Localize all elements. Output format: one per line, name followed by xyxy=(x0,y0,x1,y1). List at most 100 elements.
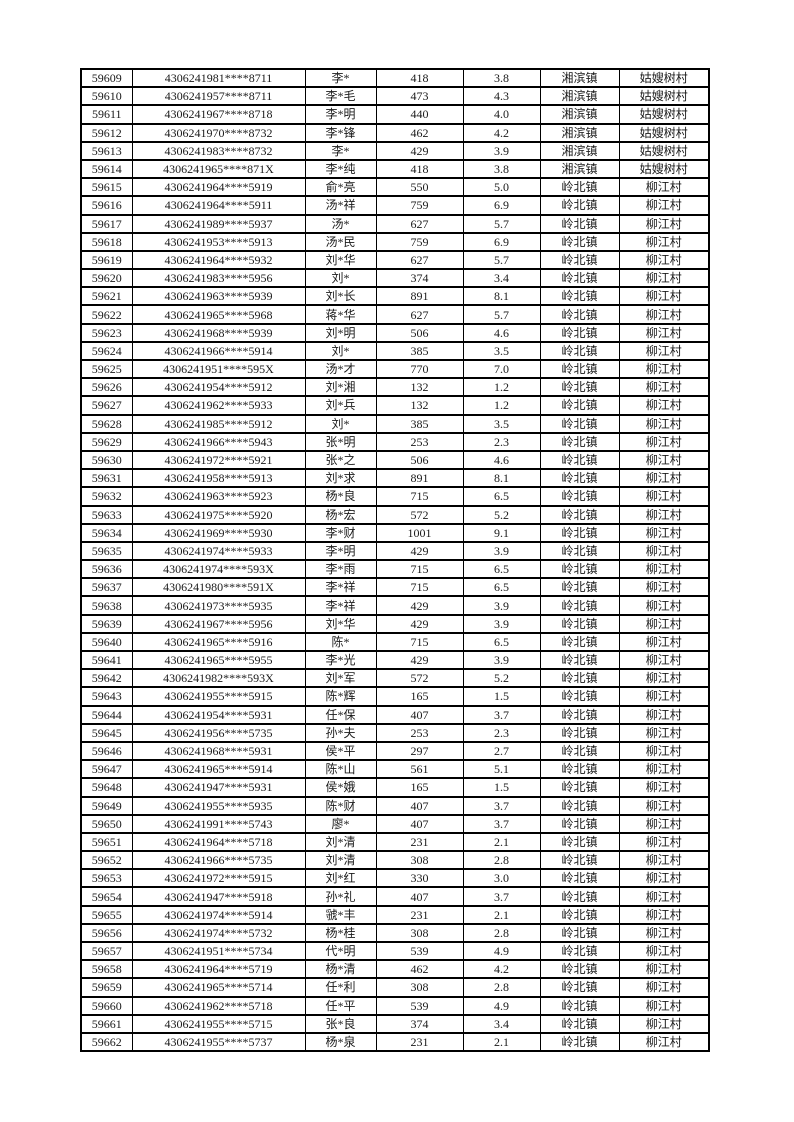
cell-rate: 3.0 xyxy=(462,868,541,889)
cell-village: 柳江村 xyxy=(618,795,710,816)
cell-masked-name: 刘*华 xyxy=(304,613,377,634)
cell-rate: 3.4 xyxy=(462,268,541,289)
cell-rate: 5.2 xyxy=(462,504,541,525)
cell-town: 岭北镇 xyxy=(539,268,620,289)
cell-village: 柳江村 xyxy=(618,686,710,707)
cell-village: 柳江村 xyxy=(618,486,710,507)
cell-rate: 3.5 xyxy=(462,340,541,362)
cell-village: 柳江村 xyxy=(618,777,710,798)
cell-masked-id-number: 4306241985****5912 xyxy=(131,413,306,434)
cell-town: 岭北镇 xyxy=(539,468,620,489)
cell-village: 柳江村 xyxy=(618,395,710,416)
cell-rate: 2.3 xyxy=(462,431,541,452)
table-row: 59626 4306241954****5912 刘*湘 132 1.2 岭北镇… xyxy=(80,377,710,398)
cell-masked-name: 刘*兵 xyxy=(304,395,377,416)
cell-serial-number: 59654 xyxy=(80,886,133,907)
cell-amount: 506 xyxy=(375,449,464,471)
cell-town: 岭北镇 xyxy=(539,686,620,707)
cell-amount: 308 xyxy=(375,850,464,871)
table-row: 59644 4306241954****5931 任*保 407 3.7 岭北镇… xyxy=(80,704,710,725)
cell-serial-number: 59645 xyxy=(80,722,133,743)
cell-serial-number: 59612 xyxy=(80,122,133,143)
cell-amount: 429 xyxy=(375,613,464,634)
cell-town: 岭北镇 xyxy=(539,1013,620,1034)
table-row: 59624 4306241966****5914 刘* 385 3.5 岭北镇 … xyxy=(80,340,710,362)
cell-town: 岭北镇 xyxy=(539,886,620,907)
cell-masked-name: 任*利 xyxy=(304,977,377,998)
cell-amount: 539 xyxy=(375,940,464,962)
cell-masked-id-number: 4306241963****5939 xyxy=(131,286,306,307)
cell-amount: 627 xyxy=(375,249,464,271)
table-row: 59641 4306241965****5955 李*光 429 3.9 岭北镇… xyxy=(80,649,710,671)
cell-masked-id-number: 4306241965****5955 xyxy=(131,649,306,671)
cell-village: 柳江村 xyxy=(618,850,710,871)
cell-village: 柳江村 xyxy=(618,668,710,689)
cell-rate: 6.5 xyxy=(462,486,541,507)
cell-masked-name: 汤*祥 xyxy=(304,195,377,216)
cell-rate: 1.2 xyxy=(462,377,541,398)
cell-masked-id-number: 4306241965****871X xyxy=(131,158,306,180)
cell-masked-name: 虢*丰 xyxy=(304,904,377,925)
table-row: 59636 4306241974****593X 李*雨 715 6.5 岭北镇… xyxy=(80,559,710,580)
cell-amount: 627 xyxy=(375,213,464,234)
cell-serial-number: 59638 xyxy=(80,595,133,616)
cell-town: 岭北镇 xyxy=(539,795,620,816)
cell-rate: 4.6 xyxy=(462,449,541,471)
table-row: 59637 4306241980****591X 李*祥 715 6.5 岭北镇… xyxy=(80,577,710,598)
cell-amount: 440 xyxy=(375,104,464,125)
cell-rate: 3.9 xyxy=(462,540,541,562)
cell-rate: 6.5 xyxy=(462,577,541,598)
table-row: 59634 4306241969****5930 李*财 1001 9.1 岭北… xyxy=(80,522,710,543)
cell-masked-id-number: 4306241974****593X xyxy=(131,559,306,580)
table-row: 59630 4306241972****5921 张*之 506 4.6 岭北镇… xyxy=(80,449,710,471)
cell-masked-name: 刘*长 xyxy=(304,286,377,307)
cell-town: 岭北镇 xyxy=(539,959,620,980)
cell-village: 柳江村 xyxy=(618,1013,710,1034)
cell-village: 柳江村 xyxy=(618,649,710,671)
cell-amount: 1001 xyxy=(375,522,464,543)
cell-village: 柳江村 xyxy=(618,431,710,452)
cell-serial-number: 59628 xyxy=(80,413,133,434)
cell-masked-name: 孙*夫 xyxy=(304,722,377,743)
cell-masked-name: 张*之 xyxy=(304,449,377,471)
cell-masked-name: 刘*清 xyxy=(304,831,377,853)
cell-village: 柳江村 xyxy=(618,358,710,380)
cell-masked-name: 陈*辉 xyxy=(304,686,377,707)
cell-village: 姑嫂树村 xyxy=(618,104,710,125)
cell-masked-id-number: 4306241962****5933 xyxy=(131,395,306,416)
cell-rate: 8.1 xyxy=(462,468,541,489)
table-row: 59616 4306241964****5911 汤*祥 759 6.9 岭北镇… xyxy=(80,195,710,216)
cell-masked-id-number: 4306241967****5956 xyxy=(131,613,306,634)
table-row: 59619 4306241964****5932 刘*华 627 5.7 岭北镇… xyxy=(80,249,710,271)
cell-rate: 3.7 xyxy=(462,813,541,834)
cell-amount: 297 xyxy=(375,740,464,762)
cell-rate: 4.0 xyxy=(462,104,541,125)
cell-masked-name: 孙*礼 xyxy=(304,886,377,907)
cell-rate: 1.5 xyxy=(462,686,541,707)
table-row: 59628 4306241985****5912 刘* 385 3.5 岭北镇 … xyxy=(80,413,710,434)
cell-masked-id-number: 4306241964****5911 xyxy=(131,195,306,216)
cell-masked-name: 刘*明 xyxy=(304,322,377,343)
cell-masked-name: 侯*平 xyxy=(304,740,377,762)
cell-masked-name: 廖* xyxy=(304,813,377,834)
cell-town: 岭北镇 xyxy=(539,504,620,525)
cell-serial-number: 59623 xyxy=(80,322,133,343)
cell-village: 姑嫂树村 xyxy=(618,158,710,180)
cell-village: 柳江村 xyxy=(618,540,710,562)
table-row: 59632 4306241963****5923 杨*良 715 6.5 岭北镇… xyxy=(80,486,710,507)
cell-masked-name: 李*光 xyxy=(304,649,377,671)
cell-serial-number: 59640 xyxy=(80,631,133,653)
cell-rate: 3.7 xyxy=(462,795,541,816)
cell-rate: 3.9 xyxy=(462,649,541,671)
cell-serial-number: 59655 xyxy=(80,904,133,925)
table-row: 59648 4306241947****5931 侯*娥 165 1.5 岭北镇… xyxy=(80,777,710,798)
cell-town: 岭北镇 xyxy=(539,377,620,398)
cell-serial-number: 59642 xyxy=(80,668,133,689)
cell-masked-name: 李*祥 xyxy=(304,595,377,616)
cell-village: 柳江村 xyxy=(618,959,710,980)
cell-amount: 715 xyxy=(375,631,464,653)
cell-masked-name: 杨*良 xyxy=(304,486,377,507)
cell-masked-name: 任*平 xyxy=(304,995,377,1016)
cell-masked-name: 刘*求 xyxy=(304,468,377,489)
